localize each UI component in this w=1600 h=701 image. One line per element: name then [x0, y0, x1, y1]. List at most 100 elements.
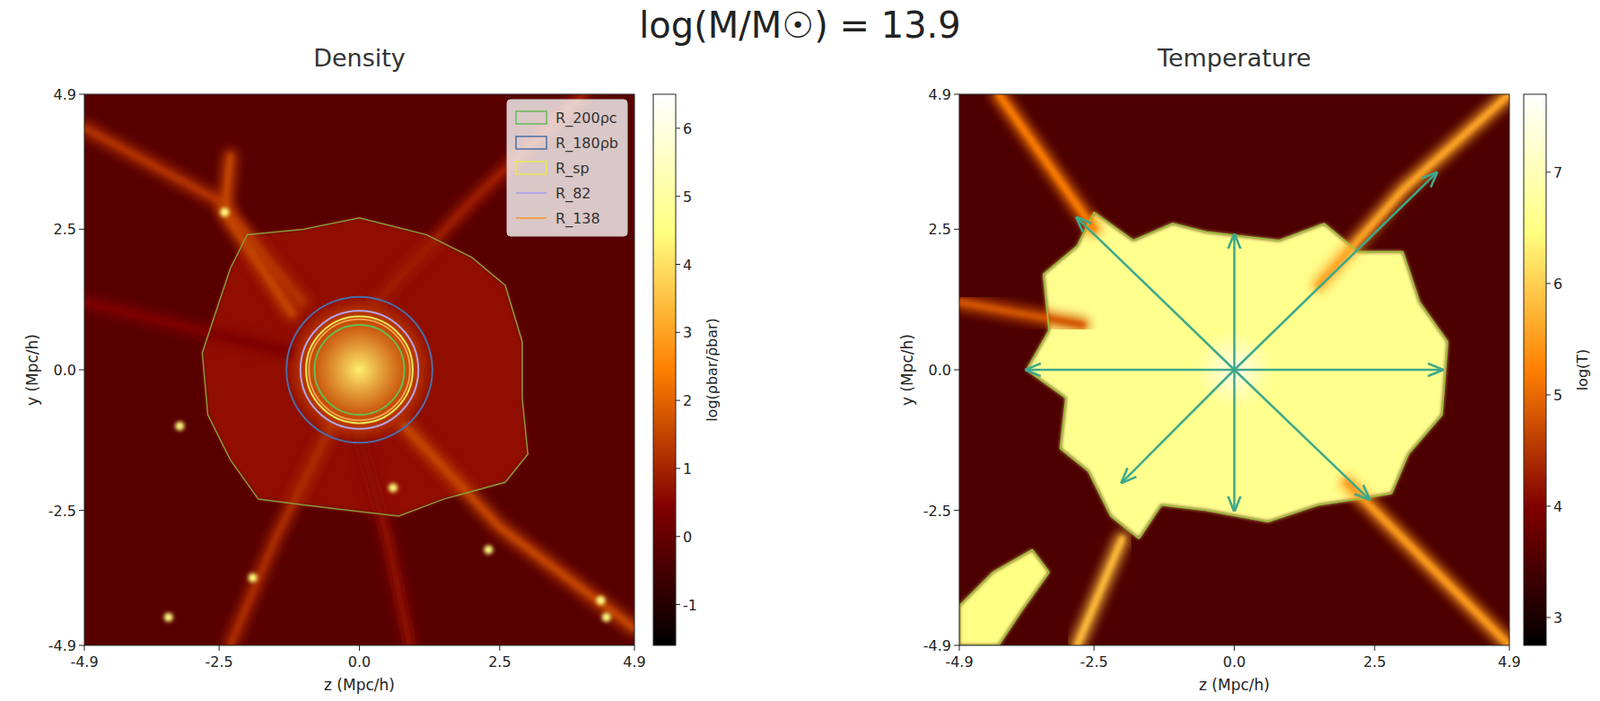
filament: [998, 94, 1094, 229]
legend-line: [515, 192, 547, 194]
colorbar-tick-label: 5: [1553, 386, 1563, 404]
arrow: [1026, 368, 1234, 372]
background: [84, 94, 635, 646]
x-axis-title: z (Mpc/h): [1198, 675, 1270, 694]
radius-contour: [300, 310, 419, 429]
colorbar-tick-label: 3: [682, 323, 692, 341]
x-tick: [1233, 645, 1235, 651]
plot-frame: [959, 94, 1510, 646]
radius-contour: [286, 297, 433, 444]
region-outline: [1026, 212, 1448, 539]
y-tick-label: 4.9: [53, 86, 77, 104]
colorbar-tick: [1546, 505, 1551, 507]
filament: [224, 156, 292, 314]
clump: [483, 544, 493, 554]
colorbar: [1523, 94, 1547, 646]
region-outline: [201, 218, 528, 516]
filament: [359, 437, 411, 646]
filament-glow: [959, 302, 1084, 325]
plot-frame: [84, 94, 635, 646]
legend-patch: [515, 111, 547, 124]
colorbar-tick-label: 4: [1553, 498, 1563, 516]
clump: [164, 612, 174, 622]
colorbar-tick: [675, 535, 681, 537]
colorbar-tick: [675, 195, 681, 197]
y-tick-label: 0.0: [928, 361, 952, 379]
legend-patch: [515, 161, 547, 175]
filament-glow: [1346, 481, 1510, 646]
x-tick-label: 0.0: [1223, 653, 1246, 671]
colorbar-label: log(ρbar/ρ̄bar): [703, 317, 721, 422]
figure-title: log(M/M☉) = 13.9: [638, 4, 962, 46]
filament: [1318, 94, 1510, 286]
legend: R_200ρcR_180ρbR_spR_82R_138: [507, 99, 628, 237]
filament-glow: [998, 94, 1094, 229]
colorbar-tick-label: 7: [1553, 164, 1563, 182]
arrow: [1076, 218, 1234, 370]
y-tick: [953, 94, 960, 96]
colorbar-tick: [675, 400, 681, 402]
y-axis-title: y (Mpc/h): [23, 333, 42, 406]
clump: [388, 483, 398, 493]
colorbar-tick: [675, 263, 681, 265]
legend-label: R_138: [555, 209, 601, 228]
arrow: [1232, 235, 1236, 370]
x-tick: [959, 645, 961, 651]
y-tick-label: -4.9: [48, 637, 77, 655]
y-tick: [78, 509, 85, 511]
panel-title: Density: [313, 43, 406, 72]
x-tick: [498, 645, 500, 651]
clump: [595, 595, 605, 605]
y-tick: [78, 228, 85, 230]
x-tick-label: -4.9: [944, 653, 973, 671]
x-tick: [1373, 645, 1375, 651]
colorbar-tick: [1546, 171, 1551, 173]
y-tick-label: -2.5: [923, 502, 952, 520]
arrow: [1232, 369, 1236, 511]
colorbar-label: log(T): [1573, 349, 1592, 392]
colorbar-tick: [1546, 616, 1551, 618]
halo: [286, 297, 433, 444]
radius-contour: [314, 324, 404, 415]
clump: [219, 208, 229, 218]
filament-glow: [1318, 94, 1510, 286]
x-tick: [634, 645, 636, 651]
clump: [602, 612, 612, 622]
arrow: [1121, 369, 1234, 482]
region: [959, 550, 1050, 647]
x-tick-label: 4.9: [1497, 653, 1521, 671]
y-tick-label: 2.5: [928, 220, 952, 238]
y-tick-label: 2.5: [53, 220, 77, 238]
filament-glow: [224, 156, 292, 314]
x-tick: [1093, 645, 1095, 651]
x-tick-label: 2.5: [1363, 653, 1386, 671]
colorbar-tick: [1546, 282, 1551, 284]
colorbar: [653, 94, 676, 646]
x-tick-label: -2.5: [1080, 653, 1109, 671]
legend-label: R_82: [555, 184, 591, 203]
colorbar-tick-label: -1: [682, 596, 698, 614]
x-tick-label: 2.5: [488, 653, 511, 671]
figure: log(M/M☉) = 13.9 Density -4.9 -2.5 0.0 2.5 4.9…: [0, 0, 1600, 701]
colorbar-tick: [675, 127, 681, 129]
legend-patch: [515, 136, 547, 149]
filament-glow: [84, 302, 292, 353]
legend-label: R_180ρb: [555, 134, 619, 153]
colorbar-tick-label: 2: [682, 392, 692, 410]
y-axis-title: y (Mpc/h): [898, 333, 917, 406]
arrow: [1234, 173, 1437, 370]
y-tick: [953, 645, 960, 647]
filament: [230, 426, 333, 646]
arrow: [1234, 369, 1370, 499]
panel-title: Temperature: [1156, 43, 1312, 72]
filament: [404, 426, 636, 630]
x-tick-label: 4.9: [622, 653, 646, 671]
x-tick: [84, 645, 86, 651]
filament-glow: [230, 426, 333, 646]
colorbar-tick: [675, 467, 681, 469]
plot-area: [959, 94, 1510, 646]
clump: [248, 573, 258, 583]
y-tick: [78, 94, 85, 96]
x-tick: [358, 645, 360, 651]
y-tick: [953, 509, 960, 511]
